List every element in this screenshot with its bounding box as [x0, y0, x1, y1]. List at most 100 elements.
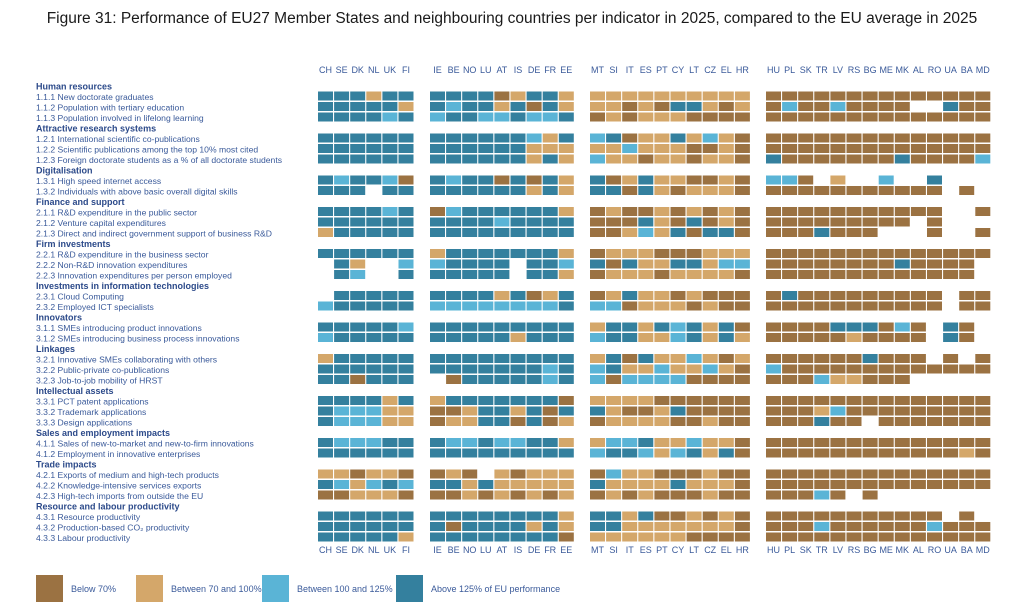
- heatmap-cell-is: [510, 490, 526, 500]
- heatmap-cell-pl: [782, 469, 798, 479]
- heatmap-cell-de: [526, 154, 542, 164]
- heatmap-cell-de: [526, 228, 542, 237]
- heatmap-cell-ie: [430, 438, 445, 447]
- heatmap-cell-tr: [814, 186, 830, 195]
- heatmap-cell-ee: [558, 175, 574, 185]
- heatmap-cell-ba: [959, 291, 975, 300]
- heatmap-cell-uk: [382, 322, 398, 332]
- heatmap-cell-pt: [654, 375, 670, 384]
- country-label-bottom: FI: [402, 545, 410, 555]
- heatmap-cell-lu: [478, 154, 494, 164]
- heatmap-cell-it: [622, 364, 638, 374]
- heatmap-cell-ie: [430, 511, 445, 521]
- heatmap-cell-pl: [782, 364, 798, 374]
- heatmap-cell-be: [446, 333, 462, 342]
- indicator-label: 2.2.2 Non-R&D innovation expenditures: [36, 260, 187, 270]
- heatmap-cell-cz: [702, 175, 718, 185]
- heatmap-cell-nl: [366, 154, 382, 164]
- heatmap-cell-ch: [318, 480, 333, 489]
- heatmap-cell-hu: [766, 480, 781, 489]
- heatmap-cell-it: [622, 375, 638, 384]
- heatmap-cell-ch: [318, 532, 333, 542]
- heatmap-cell-hu: [766, 175, 781, 185]
- heatmap-cell-hr: [734, 438, 750, 447]
- indicator-label: 2.3.2 Employed ICT specialists: [36, 302, 154, 312]
- heatmap-cell-se: [334, 333, 350, 342]
- heatmap-cell-nl: [366, 469, 382, 479]
- heatmap-cell-cy: [670, 354, 686, 363]
- heatmap-cell-es: [638, 112, 654, 122]
- country-label-top: MT: [591, 65, 604, 75]
- heatmap-cell-be: [446, 228, 462, 237]
- heatmap-cell-pl: [782, 91, 798, 101]
- heatmap-cell-be: [446, 270, 462, 279]
- heatmap-cell-dk: [350, 228, 366, 237]
- heatmap-cell-at: [494, 102, 510, 111]
- heatmap-cell-me: [878, 270, 894, 279]
- heatmap-cell-ch: [318, 91, 333, 101]
- heatmap-cell-fi: [398, 480, 414, 489]
- heatmap-cell-fi: [398, 364, 414, 374]
- heatmap-cell-cy: [670, 133, 686, 143]
- heatmap-cell-is: [510, 154, 526, 164]
- heatmap-cell-mt: [590, 112, 605, 122]
- heatmap-cell-dk: [350, 406, 366, 416]
- heatmap-cell-md: [975, 438, 991, 447]
- heatmap-cell-bg: [862, 270, 878, 279]
- heatmap-cell-it: [622, 354, 638, 363]
- heatmap-cell-ch: [318, 396, 333, 405]
- heatmap-cell-md: [975, 532, 991, 542]
- heatmap-cell-me: [878, 91, 894, 101]
- heatmap-cell-sk: [798, 175, 814, 185]
- heatmap-cell-de: [526, 175, 542, 185]
- heatmap-cell-cz: [702, 354, 718, 363]
- heatmap-cell-pt: [654, 480, 670, 489]
- heatmap-cell-fi: [398, 490, 414, 500]
- heatmap-cell-sk: [798, 396, 814, 405]
- heatmap-cell-bg: [862, 375, 878, 384]
- heatmap-cell-it: [622, 228, 638, 237]
- country-label-top: RS: [848, 65, 861, 75]
- heatmap-cell-el: [718, 396, 734, 405]
- heatmap-cell-ie: [430, 406, 445, 416]
- heatmap-cell-be: [446, 102, 462, 111]
- heatmap-cell-el: [718, 270, 734, 279]
- heatmap-cell-hr: [734, 291, 750, 300]
- indicator-label: 3.1.1 SMEs introducing product innovatio…: [36, 323, 202, 333]
- heatmap-cell-si: [606, 438, 622, 447]
- heatmap-cell-me: [878, 249, 894, 258]
- heatmap-cell-es: [638, 532, 654, 542]
- heatmap-cell-at: [494, 438, 510, 447]
- heatmap-cell-ch: [318, 522, 333, 531]
- heatmap-cell-lv: [830, 301, 846, 311]
- indicator-label: 4.2.3 High-tech imports from outside the…: [36, 491, 203, 501]
- heatmap-cell-de: [526, 112, 542, 122]
- heatmap-cell-ro: [927, 207, 942, 216]
- heatmap-cell-mk: [894, 91, 910, 101]
- indicator-label: 4.3.3 Labour productivity: [36, 533, 131, 543]
- heatmap-cell-uk: [382, 175, 398, 185]
- heatmap-cell-mk: [894, 511, 910, 521]
- heatmap-cell-at: [494, 144, 510, 153]
- heatmap-cell-pt: [654, 270, 670, 279]
- heatmap-cell-ch: [318, 228, 333, 237]
- heatmap-cell-me: [878, 532, 894, 542]
- heatmap-cell-ie: [430, 490, 445, 500]
- heatmap-cell-me: [878, 354, 894, 363]
- heatmap-cell-md: [975, 406, 991, 416]
- heatmap-cell-be: [446, 396, 462, 405]
- heatmap-cell-cz: [702, 322, 718, 332]
- heatmap-cell-pt: [654, 112, 670, 122]
- heatmap-cell-lv: [830, 417, 846, 426]
- heatmap-cell-ua: [943, 438, 959, 447]
- heatmap-cell-lv: [830, 490, 846, 500]
- heatmap-cell-me: [878, 207, 894, 216]
- country-label-top: NL: [368, 65, 380, 75]
- heatmap-cell-pl: [782, 417, 798, 426]
- heatmap-cell-me: [878, 511, 894, 521]
- heatmap-cell-me: [878, 112, 894, 122]
- heatmap-cell-fr: [542, 406, 558, 416]
- country-label-top: IS: [514, 65, 523, 75]
- heatmap-cell-fr: [542, 354, 558, 363]
- heatmap-cell-ba: [959, 133, 975, 143]
